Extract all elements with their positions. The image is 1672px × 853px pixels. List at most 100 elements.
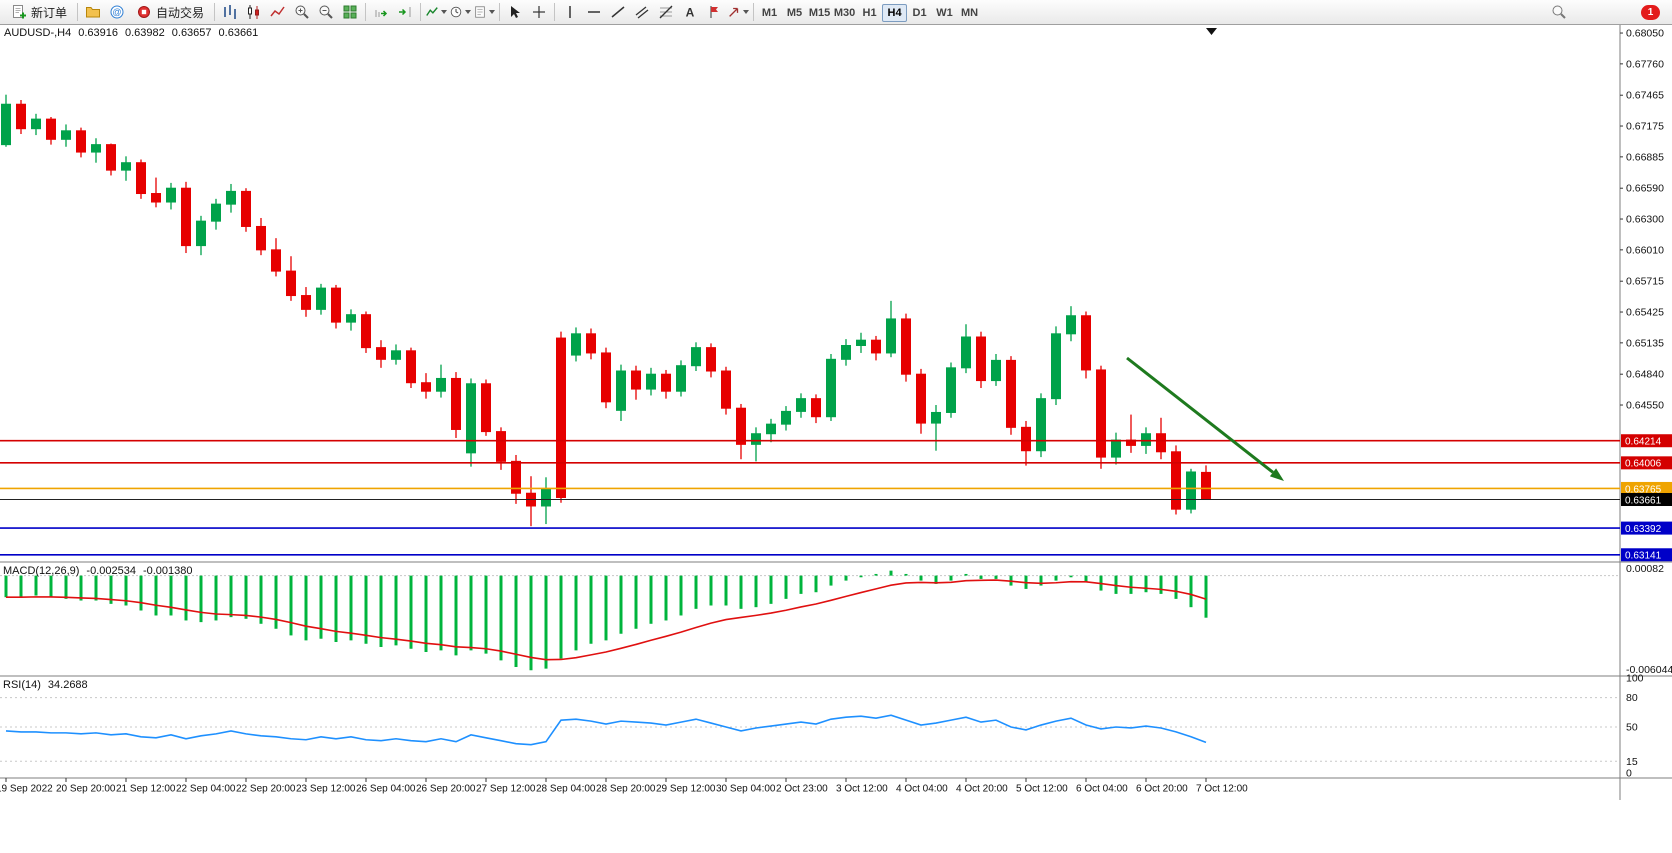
candle-body (766, 423, 776, 435)
rsi-value: 34.2688 (47, 679, 88, 691)
candle-body (1051, 333, 1061, 400)
cursor-icon (511, 6, 521, 18)
fibonacci-tool-button[interactable] (654, 2, 678, 22)
trendline-tool-button[interactable] (606, 2, 630, 22)
candle-body (46, 118, 56, 140)
candle-body (841, 345, 851, 360)
candlestick-chart-button[interactable] (242, 2, 266, 22)
toolbar-right-group: 1 (1547, 2, 1668, 22)
macd-label: MACD(12,26,9) (3, 565, 80, 577)
candle-body (331, 287, 341, 323)
zoom-in-button[interactable] (290, 2, 314, 22)
candle-body (196, 220, 206, 247)
timeframe-button-m15[interactable]: M15 (807, 4, 832, 22)
symbol-ohlc-readout: AUDUSD-,H4 0.63916 0.63982 0.63657 0.63661 (4, 27, 265, 39)
candle-body (736, 407, 746, 445)
cursor-button[interactable] (503, 2, 527, 22)
timeframe-button-m30[interactable]: M30 (832, 4, 857, 22)
timeframe-button-m5[interactable]: M5 (782, 4, 807, 22)
candle-body (346, 314, 356, 323)
rsi-axis-label: 100 (1626, 673, 1644, 685)
candle-body (1, 103, 11, 146)
line-chart-button[interactable] (266, 2, 290, 22)
candle-body (1201, 471, 1211, 501)
time-axis-label: 21 Sep 12:00 (116, 784, 176, 795)
crosshair-icon (533, 6, 546, 18)
chart-shift-marker[interactable] (1206, 28, 1217, 35)
trend-arrow-line[interactable] (1126, 356, 1274, 474)
price-axis-label: 0.66010 (1626, 244, 1664, 256)
candle-body (151, 193, 161, 203)
toolbar-separator (554, 3, 556, 21)
horizontal-line-tool-button[interactable] (582, 2, 606, 22)
candle-body (601, 352, 611, 403)
templates-button[interactable] (472, 2, 496, 22)
candle-body (1081, 315, 1091, 371)
timeframe-button-h4[interactable]: H4 (882, 3, 908, 22)
new-order-label: 新订单 (31, 5, 68, 20)
zoom-out-icon (319, 5, 333, 19)
candle-body (826, 358, 836, 418)
periods-button[interactable] (448, 2, 472, 22)
label-tool-button[interactable] (702, 2, 726, 22)
rsi-readout: RSI(14) 34.2688 (3, 679, 95, 691)
notification-badge[interactable]: 1 (1641, 4, 1660, 20)
price-axis-label: 0.64840 (1626, 369, 1664, 381)
toolbar-separator (365, 3, 367, 21)
arrow-shape-icon (729, 7, 739, 17)
candle-body (91, 144, 101, 153)
tile-windows-button[interactable] (338, 2, 362, 22)
timeframe-button-mn[interactable]: MN (957, 4, 982, 22)
auto-scroll-icon (375, 10, 388, 17)
text-tool-button[interactable]: A (678, 2, 702, 22)
market-button[interactable] (81, 2, 105, 22)
new-order-button[interactable]: 新订单 (4, 2, 74, 22)
timeframe-button-m1[interactable]: M1 (757, 4, 782, 22)
candle-body (166, 187, 176, 203)
bar-chart-button[interactable] (218, 2, 242, 22)
auto-scroll-button[interactable] (369, 2, 393, 22)
time-axis-label: 5 Oct 12:00 (1016, 784, 1068, 795)
candle-body (181, 187, 191, 247)
candle-body (106, 144, 116, 171)
timeframe-button-h1[interactable]: H1 (857, 4, 882, 22)
timeframe-button-d1[interactable]: D1 (907, 4, 932, 22)
indicators-button[interactable] (424, 2, 448, 22)
community-button[interactable]: @ (105, 2, 129, 22)
timeframe-button-w1[interactable]: W1 (932, 4, 957, 22)
vertical-line-icon (569, 6, 571, 18)
autotrading-button[interactable]: 自动交易 (129, 2, 211, 22)
zoom-out-button[interactable] (314, 2, 338, 22)
candle-body (1006, 359, 1016, 428)
chart-shift-button[interactable] (393, 2, 417, 22)
dropdown-caret-icon (465, 10, 472, 14)
candle-body (871, 339, 881, 354)
rsi-axis-label: 50 (1626, 722, 1638, 734)
crosshair-button[interactable] (527, 2, 551, 22)
price-tag (1621, 434, 1672, 448)
bar-chart-icon (224, 5, 236, 19)
trend-arrow-head[interactable] (1269, 468, 1284, 481)
vertical-line-tool-button[interactable] (558, 2, 582, 22)
time-axis-label: 6 Oct 04:00 (1076, 784, 1128, 795)
macd-axis-label: -0.006044 (1626, 664, 1672, 676)
time-axis-label: 27 Sep 12:00 (476, 784, 536, 795)
price-axis-label: 0.68050 (1626, 28, 1664, 40)
candle-body (256, 225, 266, 251)
channel-tool-button[interactable] (630, 2, 654, 22)
price-axis-label: 0.65135 (1626, 337, 1664, 349)
search-button[interactable] (1547, 2, 1571, 22)
candle-body (211, 203, 221, 222)
time-axis-label: 22 Sep 20:00 (236, 784, 296, 795)
toolbar-separator (753, 3, 755, 21)
shapes-tool-button[interactable] (726, 2, 750, 22)
candle-body (676, 365, 686, 392)
chart-shift-icon (399, 7, 411, 17)
macd-signal-value: -0.001380 (142, 565, 193, 577)
candle-body (991, 359, 1001, 382)
timeframe-group: M1 M5 M15 M30 H1 H4 D1 W1 MN (757, 3, 982, 22)
candle-body (511, 460, 521, 494)
rsi-axis-label: 0 (1626, 768, 1632, 780)
